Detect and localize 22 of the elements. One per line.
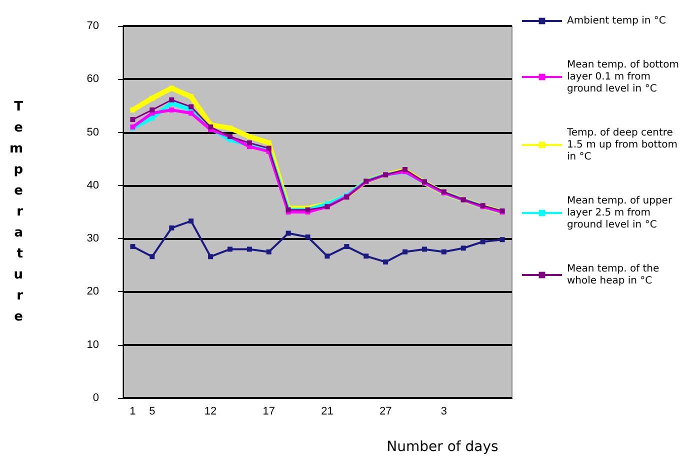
x-tick-label: 27 xyxy=(379,406,392,418)
y-tick-label: 0 xyxy=(92,392,99,404)
y-tick-label: 20 xyxy=(86,286,99,298)
text: Temperature xyxy=(9,100,23,324)
legend-label: Mean temp. of upper layer 2.5 m from ground level in °C xyxy=(567,196,676,230)
legend-label: Temp. of deep centre 1.5 m up from bottom in °C xyxy=(566,128,681,162)
x-tick-label: 5 xyxy=(149,406,156,418)
legend-label: Mean temp. of bottom layer 0.1 m from ground level in °C xyxy=(567,60,682,94)
x-tick-label: 21 xyxy=(321,406,334,418)
y-tick-label: 30 xyxy=(86,232,99,245)
legend-label: Ambient temp in °C xyxy=(567,16,666,26)
y-tick-label: 10 xyxy=(86,338,99,351)
y-tick-label: 70 xyxy=(86,20,99,32)
y-tick-label: 50 xyxy=(86,126,99,138)
x-axis-title: Number of days xyxy=(386,439,498,455)
x-tick-label: 12 xyxy=(204,406,217,418)
y-tick-label: 60 xyxy=(86,73,99,86)
legend-label: Mean temp. of the whole heap in °C xyxy=(567,264,662,286)
y-tick-label: 40 xyxy=(86,179,99,192)
x-tick-label: 1 xyxy=(130,406,136,418)
x-tick-label: 17 xyxy=(262,406,275,418)
x-tick-label: 3 xyxy=(440,406,447,418)
